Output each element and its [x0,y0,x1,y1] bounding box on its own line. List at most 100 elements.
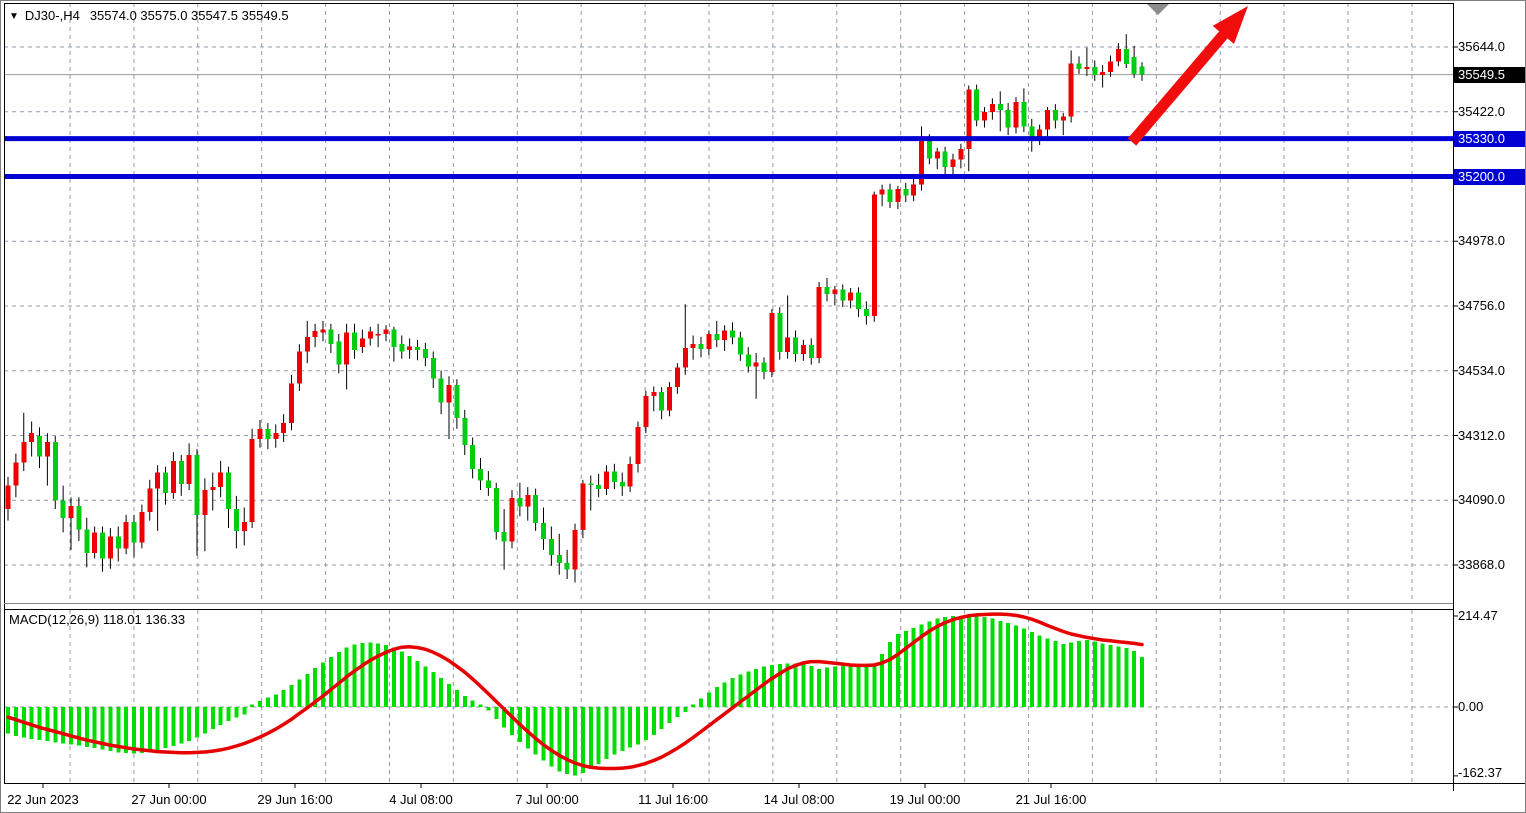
time-axis-label: 21 Jul 16:00 [1015,792,1087,807]
candle [399,335,405,359]
bear-candle-body [37,436,42,457]
candle [493,482,499,540]
candle [115,526,121,562]
candle [982,107,987,128]
macd-histogram-bar [683,707,688,713]
candle [107,527,113,569]
bull-candle-body [170,460,176,493]
trend-arrow-head[interactable] [1212,6,1248,44]
macd-histogram-bar [368,642,373,707]
macd-histogram-bar [92,707,97,749]
bear-candle-body [399,344,405,352]
candle [76,497,82,542]
candle [13,453,19,498]
bull-candle-body [21,441,27,463]
macd-histogram-bar [132,707,136,754]
candle [131,514,137,558]
candle [564,549,570,579]
macd-histogram-bar [108,707,113,752]
candle [903,182,909,203]
candle [84,517,90,568]
bull-candle-body [1115,48,1121,62]
bear-candle-body [470,444,476,469]
macd-histogram-bar [785,663,790,707]
bull-candle-body [580,483,586,530]
candle [974,84,980,127]
macd-histogram-bar [958,616,963,707]
macd-histogram-bar [210,707,215,730]
price-axis-label: 34978.0 [1458,233,1505,249]
bull-candle-body [155,472,161,489]
bear-candle-body [265,428,271,439]
bull-candle-body [627,463,633,487]
candle [320,320,326,342]
candle [722,325,728,351]
bull-candle-body [68,506,74,518]
bear-candle-body [596,485,602,490]
candle [1131,45,1137,78]
bull-candle-body [147,488,153,512]
time-axis-label: 29 Jun 16:00 [257,792,333,807]
candle [438,370,444,415]
candle [446,376,452,439]
bear-candle-body [194,455,200,515]
macd-histogram-bar [722,682,727,707]
macd-signal-line [6,612,1144,771]
bear-candle-body [714,334,720,340]
macd-histogram-bar [659,707,664,730]
macd-histogram-bar [777,664,782,707]
bull-candle-body [359,338,365,348]
candle [501,509,507,570]
macd-histogram-bar [328,656,333,707]
bull-candle-body [651,391,657,396]
macd-histogram-bar [809,665,814,707]
bull-candle-body [289,383,294,423]
candle [1005,103,1011,136]
candle [352,323,357,359]
macd-histogram-bar [832,666,837,707]
candle [997,91,1003,132]
candle [690,335,696,360]
bear-candle-body [745,354,751,367]
candle [761,357,767,380]
candle [832,285,838,306]
bear-candle-body [430,357,436,379]
macd-histogram-bar [502,707,507,728]
candle [966,85,972,172]
trend-arrow-shaft[interactable] [1127,26,1232,146]
macd-histogram-bar [486,707,491,711]
bull-candle-body [643,395,649,427]
level-price-badge: 35330.0 [1454,130,1525,147]
macd-histogram-bar [447,684,451,707]
candle [375,323,381,348]
bear-candle-body [1021,102,1027,127]
macd-histogram-bar [864,666,869,707]
macd-histogram-bar [1084,639,1089,707]
macd-histogram-bar [69,707,73,745]
bear-candle-body [548,538,554,556]
bull-candle-body [249,439,255,523]
macd-histogram-bar [643,707,648,741]
bear-candle-body [336,341,342,365]
bear-candle-body [52,441,58,501]
ohlc-quotes-label: 35574.0 35575.0 35547.5 35549.5 [89,8,289,23]
macd-histogram-bar [557,707,562,772]
macd-histogram-bar [825,667,829,707]
current-price-badge: 35549.5 [1454,66,1525,83]
bull-candle-body [320,329,326,333]
candle [462,409,468,456]
candle [777,307,783,360]
macd-histogram-bar [856,666,861,707]
candle [470,437,476,479]
bear-candle-body [611,471,617,483]
candle [572,523,578,583]
candle [1084,47,1090,76]
macd-histogram-bar [919,624,924,707]
time-axis-label: 27 Jun 00:00 [131,792,207,807]
macd-histogram-bar [478,704,483,707]
candle [848,287,854,309]
macd-histogram-bar [1092,641,1097,707]
candle [415,339,420,361]
candle [745,347,751,373]
